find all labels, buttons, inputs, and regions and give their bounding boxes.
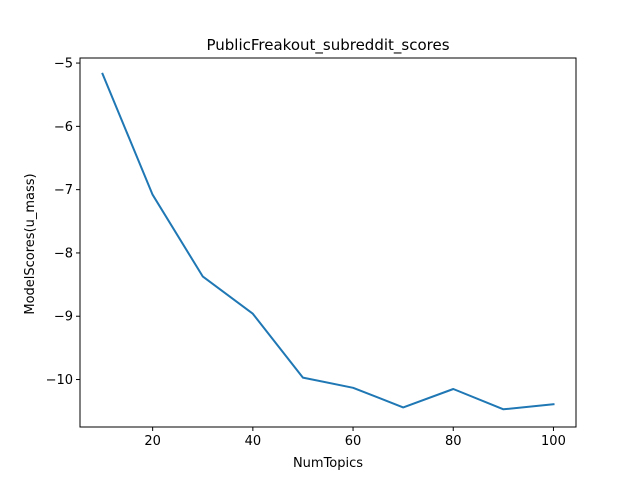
x-axis: 20 40 60 80 100 <box>144 427 566 449</box>
x-tick-label: 100 <box>541 434 566 449</box>
chart-title: PublicFreakout_subreddit_scores <box>206 36 449 55</box>
y-tick-label: −7 <box>54 183 73 198</box>
y-tick-label: −8 <box>54 246 73 261</box>
x-tick-label: 80 <box>445 434 462 449</box>
x-tick-label: 40 <box>245 434 262 449</box>
x-tick-label: 60 <box>345 434 362 449</box>
x-axis-label: NumTopics <box>293 456 363 471</box>
y-axis: −10 −9 −8 −7 −6 −5 <box>46 57 80 388</box>
y-tick-label: −10 <box>46 373 73 388</box>
y-tick-label: −5 <box>54 57 73 72</box>
x-tick-label: 20 <box>144 434 161 449</box>
plot-frame <box>79 57 577 428</box>
y-tick-label: −9 <box>54 310 73 325</box>
y-axis-label: ModelScores(u_mass) <box>23 173 38 314</box>
y-tick-label: −6 <box>54 120 73 135</box>
series-line-0 <box>101 72 555 411</box>
